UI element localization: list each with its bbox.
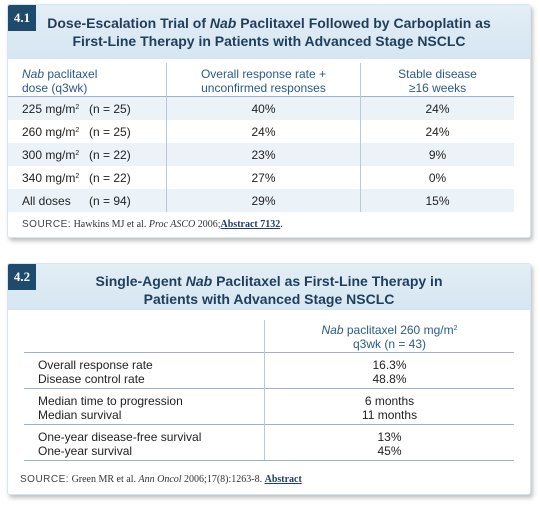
row-band — [8, 97, 514, 120]
stable-disease-cell: 24% — [425, 102, 450, 116]
row-value: 45% — [377, 444, 402, 458]
table-title: Single-Agent Nab Paclitaxel as First-Lin… — [8, 264, 530, 310]
table-panel-4-2: 4.2 Single-Agent Nab Paclitaxel as First… — [7, 263, 531, 495]
stable-disease-cell: 0% — [428, 171, 447, 185]
column-divider — [264, 320, 265, 460]
response-rate-cell: 29% — [251, 194, 276, 208]
stable-disease-cell: 15% — [425, 194, 450, 208]
column-header-dose: Nab paclitaxel dose (q3wk) — [22, 67, 98, 95]
source-citation: SOURCE: Green MR et al. Ann Oncol 2006;1… — [20, 474, 302, 485]
column-header-stable-disease: Stable disease ≥16 weeks — [398, 67, 477, 95]
row-band — [8, 143, 514, 166]
response-rate-cell: 23% — [251, 148, 276, 162]
row-value: 48.8% — [372, 372, 407, 386]
header-rule — [8, 96, 514, 97]
row-value: 6 months — [364, 394, 415, 408]
source-citation: SOURCE: Hawkins MJ et al. Proc ASCO 2006… — [22, 219, 283, 230]
row-value: 11 months — [361, 408, 418, 422]
row-label: Disease control rate — [38, 372, 145, 386]
row-group-rule — [24, 460, 514, 461]
response-rate-cell: 24% — [251, 125, 276, 139]
row-label: Median time to progression — [38, 394, 183, 408]
response-rate-cell: 40% — [251, 102, 276, 116]
abstract-link[interactable]: Abstract 7132 — [220, 219, 281, 230]
table-number-badge: 4.1 — [8, 5, 36, 31]
n-cell: (n = 22) — [89, 148, 131, 162]
column-header-response-rate: Overall response rate + unconfirmed resp… — [200, 67, 327, 95]
table-panel-4-1: 4.1 Dose-Escalation Trial of Nab Paclita… — [7, 4, 531, 238]
dose-cell: 300 mg/m2 — [22, 148, 80, 162]
n-cell: (n = 25) — [89, 102, 131, 116]
stable-disease-cell: 9% — [428, 148, 447, 162]
table-title: Dose-Escalation Trial of Nab Paclitaxel … — [8, 5, 530, 59]
dose-cell: 260 mg/m2 — [22, 125, 80, 139]
dose-cell: 340 mg/m2 — [22, 171, 80, 185]
dose-cell: 225 mg/m2 — [22, 102, 80, 116]
row-label: Overall response rate — [38, 358, 153, 372]
column-header-dose: Nab paclitaxel 260 mg/m2 q3wk (n = 43) — [321, 323, 458, 351]
row-label: Median survival — [38, 408, 122, 422]
row-group-rule — [24, 388, 514, 389]
row-band — [8, 189, 514, 212]
row-value: 16.3% — [372, 358, 407, 372]
n-cell: (n = 94) — [89, 194, 131, 208]
row-label: One-year disease-free survival — [38, 430, 202, 444]
response-rate-cell: 27% — [251, 171, 276, 185]
row-label: One-year survival — [38, 444, 133, 458]
dose-cell: All doses — [22, 194, 71, 208]
n-cell: (n = 25) — [89, 125, 131, 139]
row-value: 13% — [377, 430, 402, 444]
n-cell: (n = 22) — [89, 171, 131, 185]
table-number-badge: 4.2 — [8, 264, 36, 290]
row-group-rule — [24, 424, 514, 425]
header-rule — [24, 352, 514, 353]
column-divider — [166, 63, 167, 212]
column-divider — [360, 63, 361, 212]
abstract-link[interactable]: Abstract — [264, 474, 302, 485]
stable-disease-cell: 24% — [425, 125, 450, 139]
